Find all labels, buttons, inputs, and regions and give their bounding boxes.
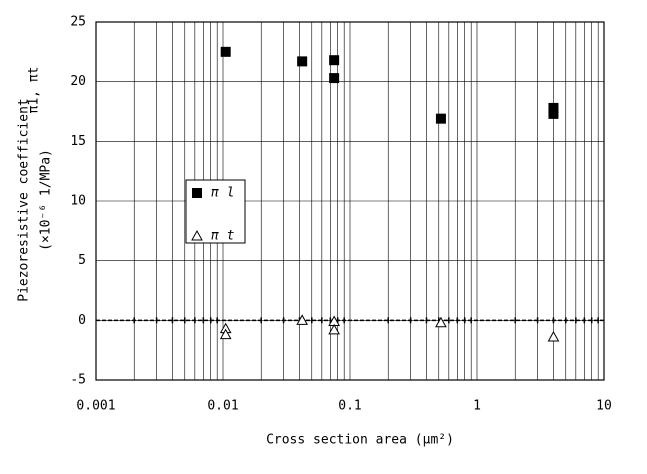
- point: [296, 314, 309, 325]
- legend-label: π t: [211, 229, 235, 244]
- point: [220, 46, 231, 57]
- y-axis-title: (×10⁻⁶ 1/MPa): [39, 149, 54, 251]
- x-tick-label: 1: [473, 399, 481, 414]
- y-tick-label: -5: [70, 373, 86, 388]
- point: [548, 108, 559, 119]
- x-tick-label: 10: [596, 399, 612, 414]
- x-axis-title: Cross section area (μm²): [266, 433, 454, 448]
- y-tick-label: 10: [70, 194, 86, 209]
- point: [219, 328, 232, 340]
- y-tick-label: 20: [70, 74, 86, 89]
- y-tick-label: 5: [78, 253, 86, 268]
- point: [435, 113, 446, 124]
- point: [191, 229, 203, 241]
- annotation: π1, πt: [27, 67, 42, 114]
- point: [297, 56, 308, 67]
- point: [192, 188, 202, 198]
- legend: π l π t: [185, 179, 246, 244]
- legend-label: π l: [211, 186, 234, 201]
- y-axis-title: Piezoresistive coefficient: [17, 98, 32, 302]
- y-tick-label: 0: [78, 313, 86, 328]
- point: [329, 55, 340, 66]
- plot-frame: [95, 21, 605, 381]
- x-tick-label: 0.001: [76, 399, 115, 414]
- point: [547, 331, 560, 342]
- y-tick-label: 25: [70, 15, 86, 30]
- point: [435, 316, 447, 328]
- x-tick-label: 0.1: [338, 399, 361, 414]
- y-tick-label: 15: [70, 134, 86, 149]
- point: [548, 102, 559, 113]
- point: [328, 323, 340, 335]
- point: [329, 73, 340, 84]
- x-tick-label: 0.01: [207, 399, 238, 414]
